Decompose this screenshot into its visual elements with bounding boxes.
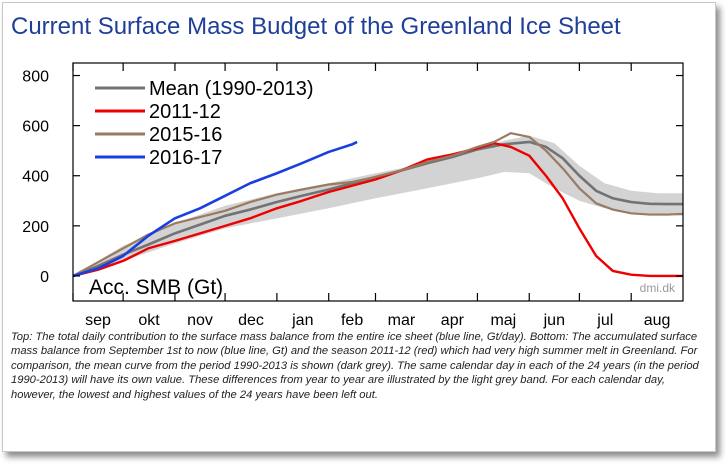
- y-axis: 0 200 400 600 800: [22, 69, 683, 286]
- y-tick-label: 600: [22, 119, 49, 136]
- plot-frame: [72, 62, 684, 302]
- season-2015-16-line: [72, 132, 684, 277]
- legend-label: 2011-12: [149, 101, 221, 123]
- x-tick-label: apr: [441, 312, 465, 329]
- y-axis-label: Acc. SMB (Gt): [89, 276, 223, 299]
- x-tick-label: nov: [187, 312, 213, 329]
- legend-label: 2015-16: [149, 124, 222, 146]
- y-tick-label: 400: [22, 169, 49, 186]
- variability-band: [73, 135, 683, 276]
- season-2016-17-line: [72, 140, 358, 278]
- x-tick-label: jun: [543, 312, 565, 329]
- x-tick-label: aug: [644, 312, 671, 329]
- x-axis: sep okt nov dec jan feb mar apr maj jun jul aug: [72, 63, 671, 329]
- watermark-text: dmi.dk: [640, 281, 676, 295]
- x-tick-label: okt: [138, 312, 160, 329]
- band-layer: [73, 135, 683, 276]
- legend-label: Mean (1990-2013): [149, 78, 314, 100]
- y-tick-label: 800: [22, 69, 49, 86]
- x-tick-label: mar: [388, 312, 416, 329]
- x-tick-label: sep: [85, 312, 111, 329]
- x-tick-label: dec: [238, 312, 264, 329]
- series-layer: [72, 132, 684, 278]
- smb-chart: 0 200 400 600 800 sep okt nov dec jan feb mar apr ma…: [22, 62, 684, 329]
- chart-title: Current Surface Mass Budget of the Green…: [11, 13, 621, 40]
- y-tick-label: 0: [40, 269, 49, 286]
- x-tick-label: jul: [596, 312, 613, 329]
- x-tick-label: feb: [341, 312, 363, 329]
- figure-frame: Current Surface Mass Budget of the Green…: [2, 2, 716, 452]
- x-tick-label: maj: [490, 312, 516, 329]
- season-2011-12-line: [72, 141, 683, 278]
- legend-label: 2016-17: [149, 147, 222, 169]
- x-tick-label: jan: [291, 312, 313, 329]
- figure-caption: Top: The total daily contribution to the…: [11, 331, 699, 401]
- y-tick-label: 200: [22, 219, 49, 236]
